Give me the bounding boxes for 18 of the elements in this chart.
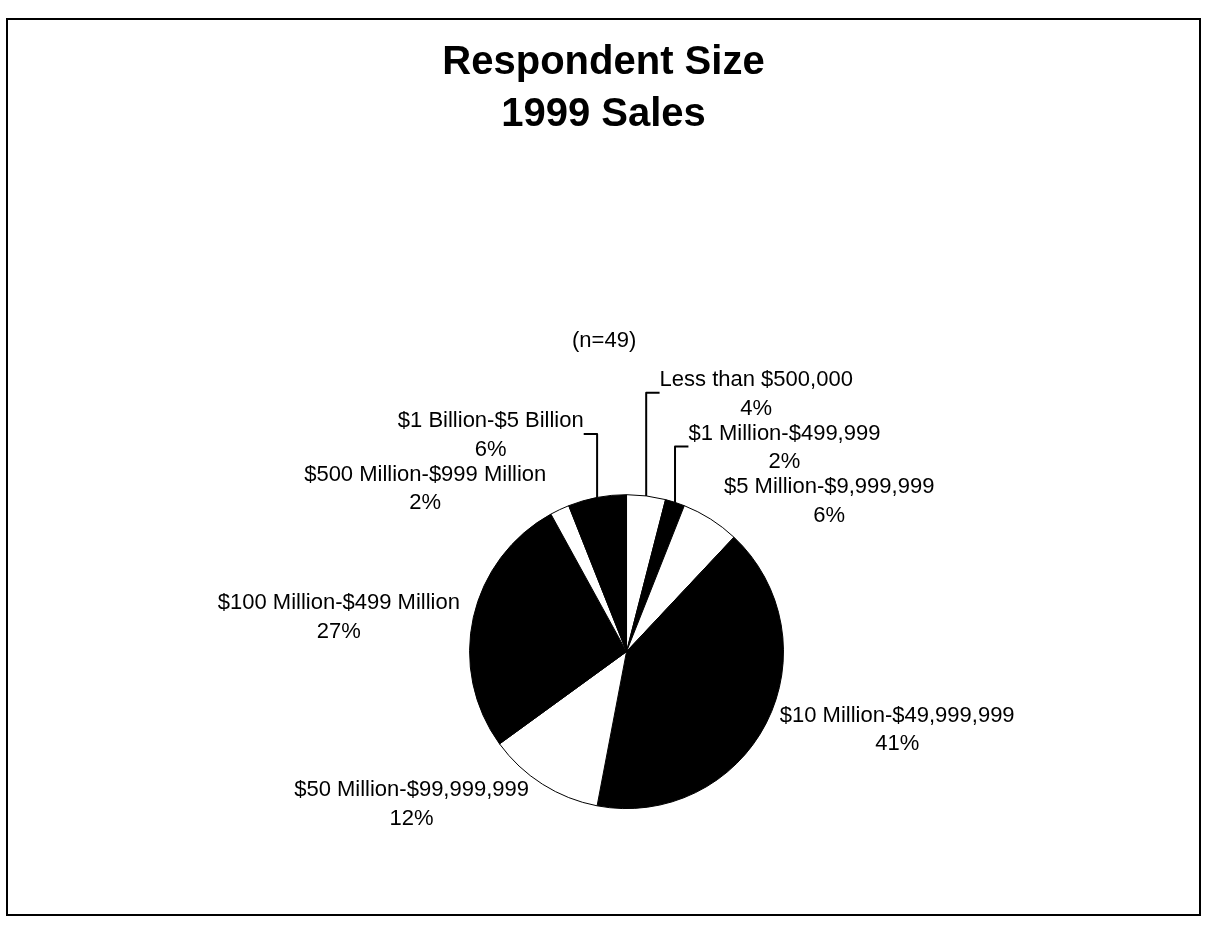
slice-label: Less than $500,000 <box>659 366 853 392</box>
slice-label: $5 Million-$9,999,999 <box>724 473 935 499</box>
slice-label: $100 Million-$499 Million <box>217 589 460 615</box>
slice-label: $1 Billion-$5 Billion <box>397 407 584 433</box>
chart-title: Respondent Size 1999 Sales <box>442 37 765 134</box>
data-label: 12% <box>389 805 434 831</box>
slice-label: $10 Million-$49,999,999 <box>779 701 1015 727</box>
data-label: 2% <box>409 489 442 515</box>
chart-subtitle: (n=49) <box>572 327 637 352</box>
data-label: 41% <box>875 730 920 756</box>
slice-label: $1 Million-$499,999 <box>688 419 881 445</box>
data-label: 2% <box>768 448 801 474</box>
data-label: 27% <box>316 617 361 643</box>
data-label: 6% <box>474 435 507 461</box>
data-label: 4% <box>740 394 773 420</box>
slice-label: $50 Million-$99,999,999 <box>294 776 530 802</box>
slice-label: $500 Million-$999 Million <box>304 460 547 486</box>
data-label: 6% <box>813 501 846 527</box>
